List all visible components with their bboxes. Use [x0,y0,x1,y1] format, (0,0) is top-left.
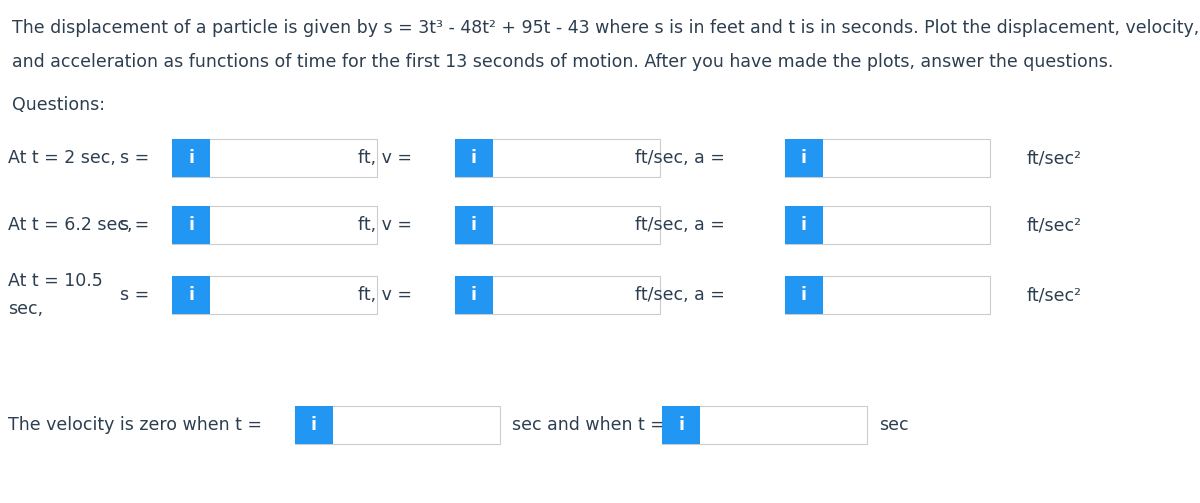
Text: At t = 6.2 sec,: At t = 6.2 sec, [8,216,132,234]
Text: i: i [802,216,806,234]
Text: The displacement of a particle is given by s = 3t³ - 48t² + 95t - 43 where s is : The displacement of a particle is given … [12,19,1199,37]
FancyBboxPatch shape [785,206,990,244]
FancyBboxPatch shape [295,406,500,444]
Text: sec: sec [878,416,908,434]
FancyBboxPatch shape [785,139,990,177]
FancyBboxPatch shape [172,206,377,244]
Text: i: i [188,286,194,304]
FancyBboxPatch shape [785,206,823,244]
Text: i: i [311,416,317,434]
Text: i: i [470,216,478,234]
Text: ft/sec²: ft/sec² [1027,286,1082,304]
Text: i: i [470,286,478,304]
Text: ft/sec²: ft/sec² [1027,216,1082,234]
FancyBboxPatch shape [785,276,990,314]
Text: ft, v =: ft, v = [358,286,418,304]
Text: s =: s = [120,216,155,234]
FancyBboxPatch shape [172,139,210,177]
Text: i: i [678,416,684,434]
Text: and acceleration as functions of time for the first 13 seconds of motion. After : and acceleration as functions of time fo… [12,53,1114,71]
FancyBboxPatch shape [172,276,377,314]
FancyBboxPatch shape [172,139,377,177]
Text: ft, v =: ft, v = [358,216,418,234]
Text: At t = 10.5: At t = 10.5 [8,272,103,290]
Text: sec and when t =: sec and when t = [512,416,671,434]
Text: s =: s = [120,286,155,304]
FancyBboxPatch shape [172,276,210,314]
Text: The velocity is zero when t =: The velocity is zero when t = [8,416,268,434]
FancyBboxPatch shape [455,206,493,244]
FancyBboxPatch shape [295,406,334,444]
Text: s =: s = [120,149,155,167]
Text: i: i [470,149,478,167]
Text: Questions:: Questions: [12,96,106,114]
Text: At t = 2 sec,: At t = 2 sec, [8,149,116,167]
Text: ft/sec²: ft/sec² [1027,149,1082,167]
FancyBboxPatch shape [785,276,823,314]
FancyBboxPatch shape [172,206,210,244]
Text: ft, v =: ft, v = [358,149,418,167]
Text: ft/sec, a =: ft/sec, a = [635,286,730,304]
Text: i: i [802,286,806,304]
Text: i: i [188,149,194,167]
FancyBboxPatch shape [455,276,660,314]
FancyBboxPatch shape [662,406,700,444]
FancyBboxPatch shape [662,406,866,444]
Text: ft/sec, a =: ft/sec, a = [635,149,730,167]
Text: sec,: sec, [8,300,43,318]
FancyBboxPatch shape [455,276,493,314]
FancyBboxPatch shape [785,139,823,177]
Text: i: i [802,149,806,167]
Text: i: i [188,216,194,234]
FancyBboxPatch shape [455,139,660,177]
FancyBboxPatch shape [455,206,660,244]
Text: ft/sec, a =: ft/sec, a = [635,216,730,234]
FancyBboxPatch shape [455,139,493,177]
